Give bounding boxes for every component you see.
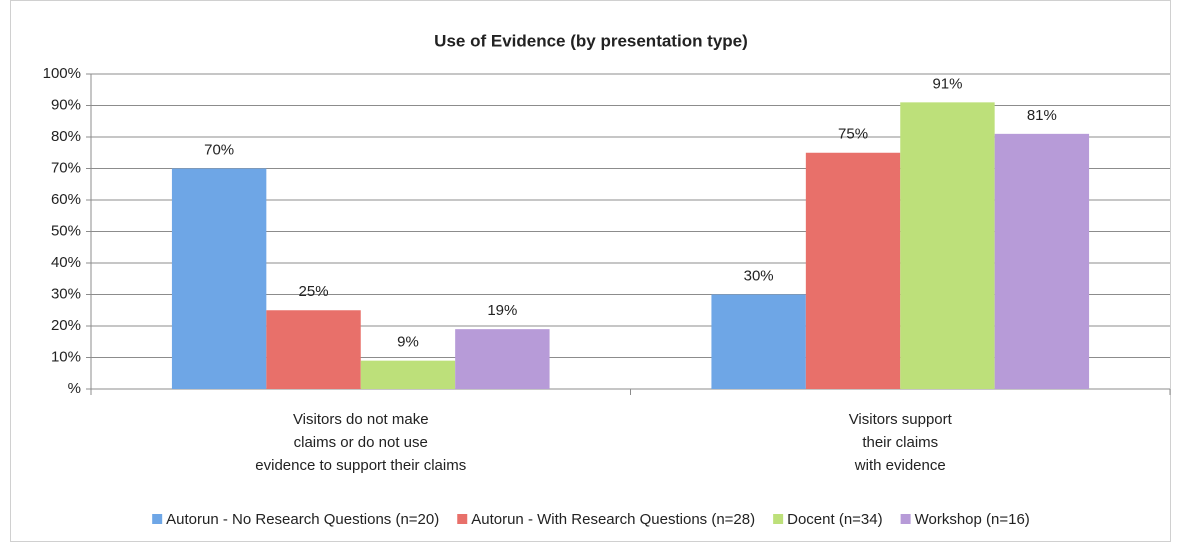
y-tick-label: 10% [51,348,81,365]
bar [711,294,806,389]
legend-swatch [457,514,468,524]
chart-title: Use of Evidence (by presentation type) [434,31,748,50]
y-tick-label: 20% [51,317,81,334]
y-tick-label: % [68,380,81,397]
x-tick-label: Visitors support their claims with evidenc… [849,411,953,474]
data-label: 91% [932,75,962,92]
legend-swatch [900,514,911,524]
data-label: 9% [397,334,419,351]
y-tick-label: 60% [51,191,81,208]
y-tick-label: 70% [51,159,81,176]
data-label: 70% [204,141,234,158]
data-label: 25% [299,283,329,300]
y-tick-label: 90% [51,96,81,113]
bar [994,133,1090,389]
data-label: 81% [1027,107,1057,124]
data-label: 75% [838,126,868,143]
bar [805,152,901,389]
legend-swatch [152,514,163,524]
legend-label: Workshop (n=16) [915,511,1030,528]
data-label: 19% [487,302,517,319]
x-tick-label: Visitors do not make claims or do not use… [255,411,466,474]
y-tick-label: 40% [51,254,81,271]
y-tick-label: 100% [43,65,81,82]
bar [900,102,995,389]
bar [455,329,550,389]
legend-label: Docent (n=34) [787,511,882,528]
legend-label: Autorun - No Research Questions (n=20) [166,511,439,528]
bar [266,310,361,389]
data-label: 30% [744,267,774,284]
legend-swatch [773,514,784,524]
y-tick-label: 80% [51,128,81,145]
legend-label: Autorun - With Research Questions (n=28) [471,511,755,528]
y-tick-label: 50% [51,222,81,239]
bar [360,360,456,389]
bar [171,168,267,389]
y-tick-label: 30% [51,285,81,302]
